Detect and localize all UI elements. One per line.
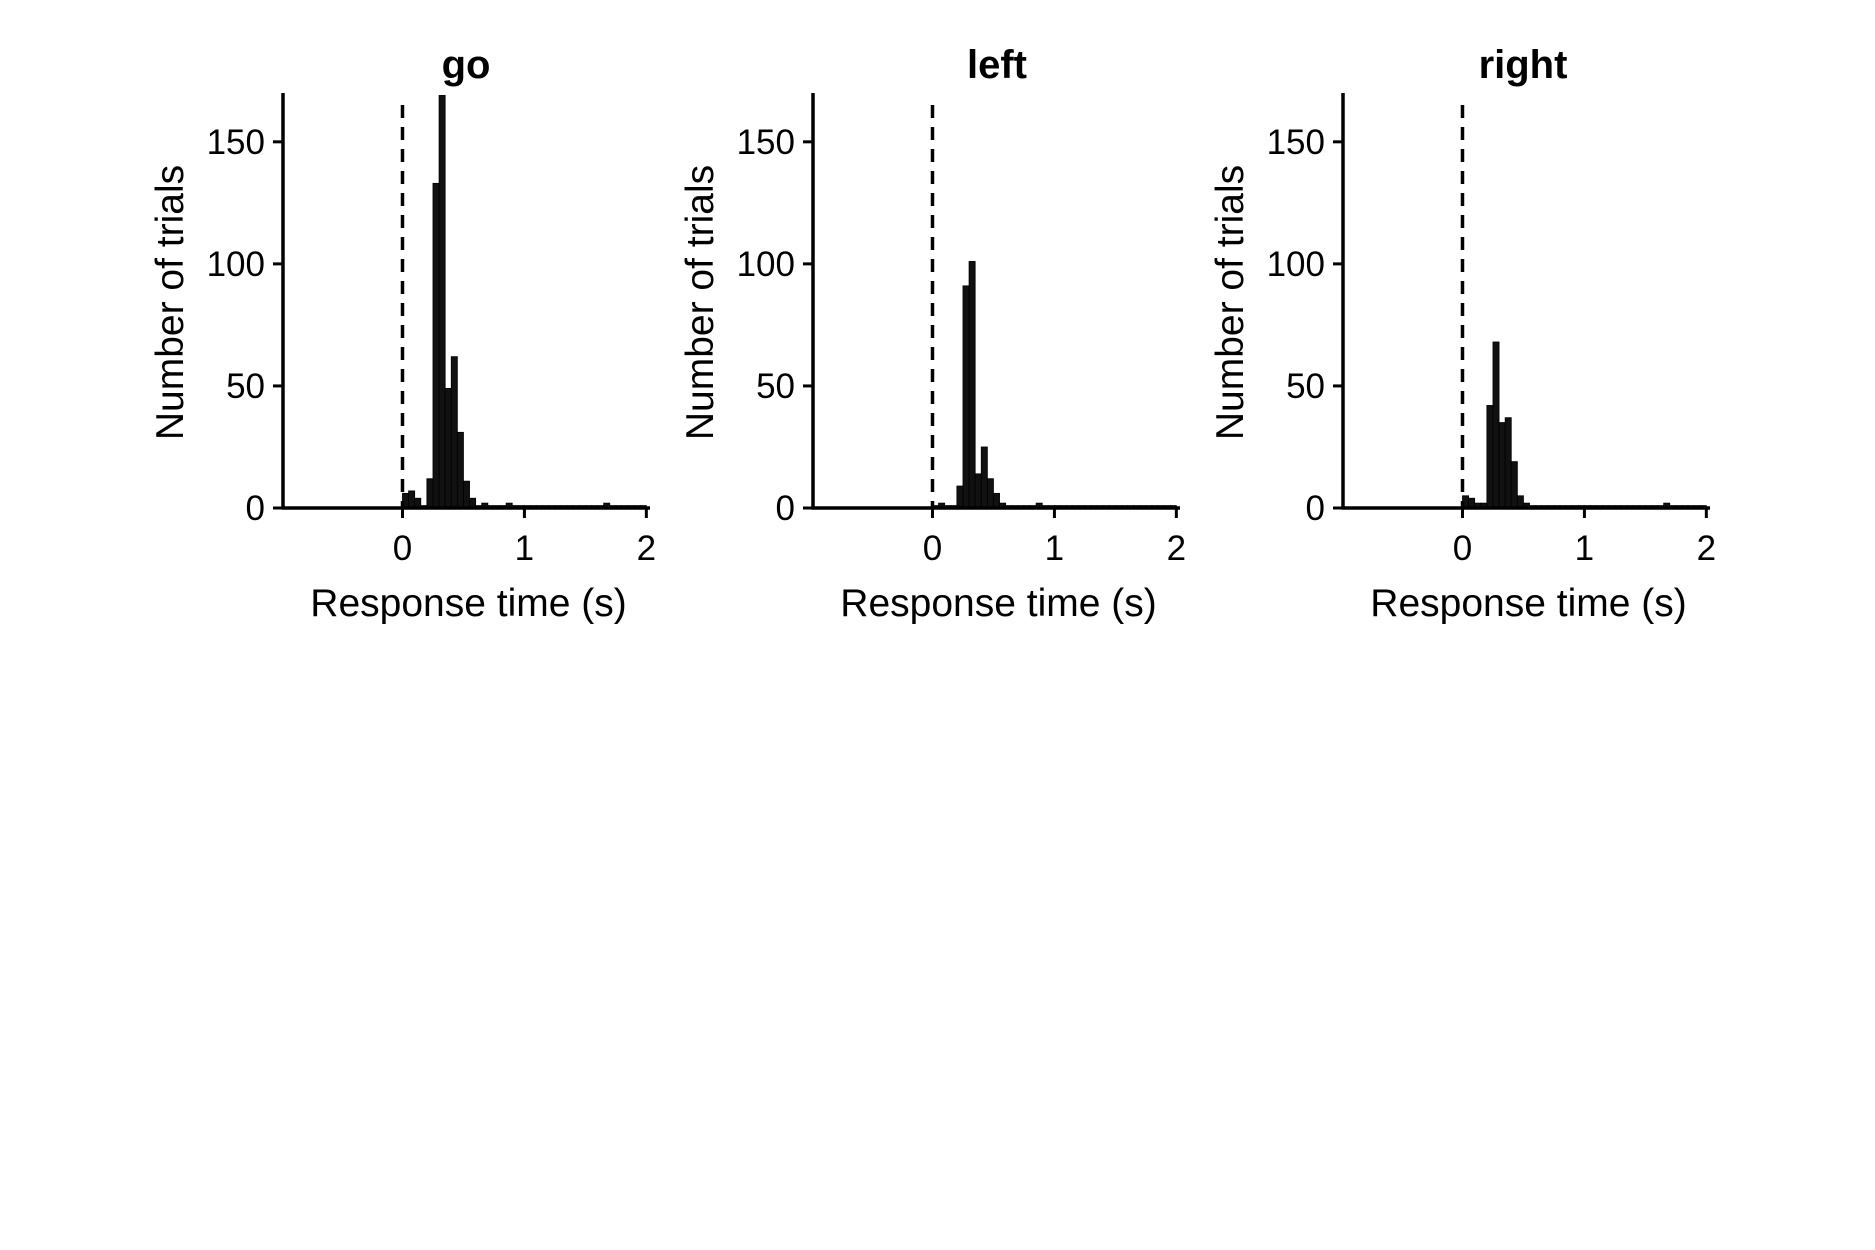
y-tick-label: 100 [1267,245,1325,284]
histogram-bar [986,478,994,509]
panel-title: left [967,43,1027,87]
y-tick-label: 100 [737,245,795,284]
histogram-bar [432,182,440,509]
histogram-bar [444,387,452,509]
y-tick-label: 150 [737,123,795,162]
histogram-bar [1504,417,1512,509]
y-axis-label: Number of trials [679,165,722,440]
panel-left: left 0 50 100 150 0 1 2 Response time (s) Numb… [679,43,1186,625]
y-tick-label: 0 [246,489,265,528]
histogram-bar [968,261,976,509]
x-tick-label: 0 [923,529,942,568]
ticks: 0 50 100 150 0 1 2 [207,123,656,568]
y-tick-label: 0 [776,489,795,528]
y-tick-label: 150 [207,123,265,162]
histogram-bar [1486,405,1494,509]
histogram-bar [408,490,416,509]
histogram-bar [993,492,1000,509]
histogram-bar [463,480,470,509]
x-axis-label: Response time (s) [1370,582,1686,625]
x-axis-label: Response time (s) [840,582,1156,625]
histogram-bar [980,446,988,509]
histogram-bar [450,356,458,509]
x-tick-label: 2 [1167,529,1186,568]
histogram-bar [456,431,464,509]
histogram-bar [438,95,446,509]
x-tick-label: 2 [637,529,656,568]
x-tick-label: 0 [1453,529,1472,568]
y-tick-label: 150 [1267,123,1325,162]
x-axis-label: Response time (s) [310,582,626,625]
panel-go: go 0 50 100 150 0 1 2 Response time (s) Number… [149,43,656,625]
histogram-bar [974,473,982,509]
ticks: 0 50 100 150 0 1 2 [1267,123,1716,568]
histogram-bar [956,485,964,509]
y-tick-label: 100 [207,245,265,284]
x-tick-label: 1 [1045,529,1064,568]
histogram-bar [1510,461,1518,509]
x-tick-label: 0 [393,529,412,568]
histogram-bar [1498,422,1506,509]
y-tick-label: 50 [756,367,795,406]
x-tick-label: 1 [1575,529,1594,568]
x-tick-label: 1 [515,529,534,568]
y-axis-label: Number of trials [149,165,192,440]
histogram-bar [962,285,970,509]
histogram-bar [1516,495,1524,509]
panel-title: go [442,43,491,87]
histogram-bar [1492,341,1500,509]
panel-title: right [1479,43,1568,87]
y-tick-label: 50 [226,367,265,406]
x-tick-label: 2 [1697,529,1716,568]
y-tick-label: 50 [1286,367,1325,406]
y-tick-label: 0 [1306,489,1325,528]
y-axis-label: Number of trials [1209,165,1252,440]
histogram-bar [426,478,434,509]
ticks: 0 50 100 150 0 1 2 [737,123,1186,568]
panel-right: right 0 50 100 150 0 1 2 Response time (s) Num… [1209,43,1716,625]
